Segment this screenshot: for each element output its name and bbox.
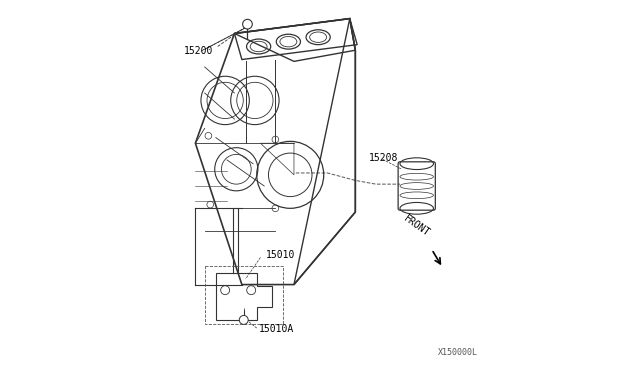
Text: 15010A: 15010A — [259, 324, 294, 334]
Text: 15208: 15208 — [369, 153, 397, 163]
Circle shape — [239, 315, 248, 324]
Circle shape — [243, 19, 252, 29]
Text: 15200: 15200 — [184, 46, 214, 56]
Text: 15010: 15010 — [266, 250, 296, 260]
Text: X150000L: X150000L — [438, 348, 477, 357]
Text: FRONT: FRONT — [402, 213, 431, 238]
